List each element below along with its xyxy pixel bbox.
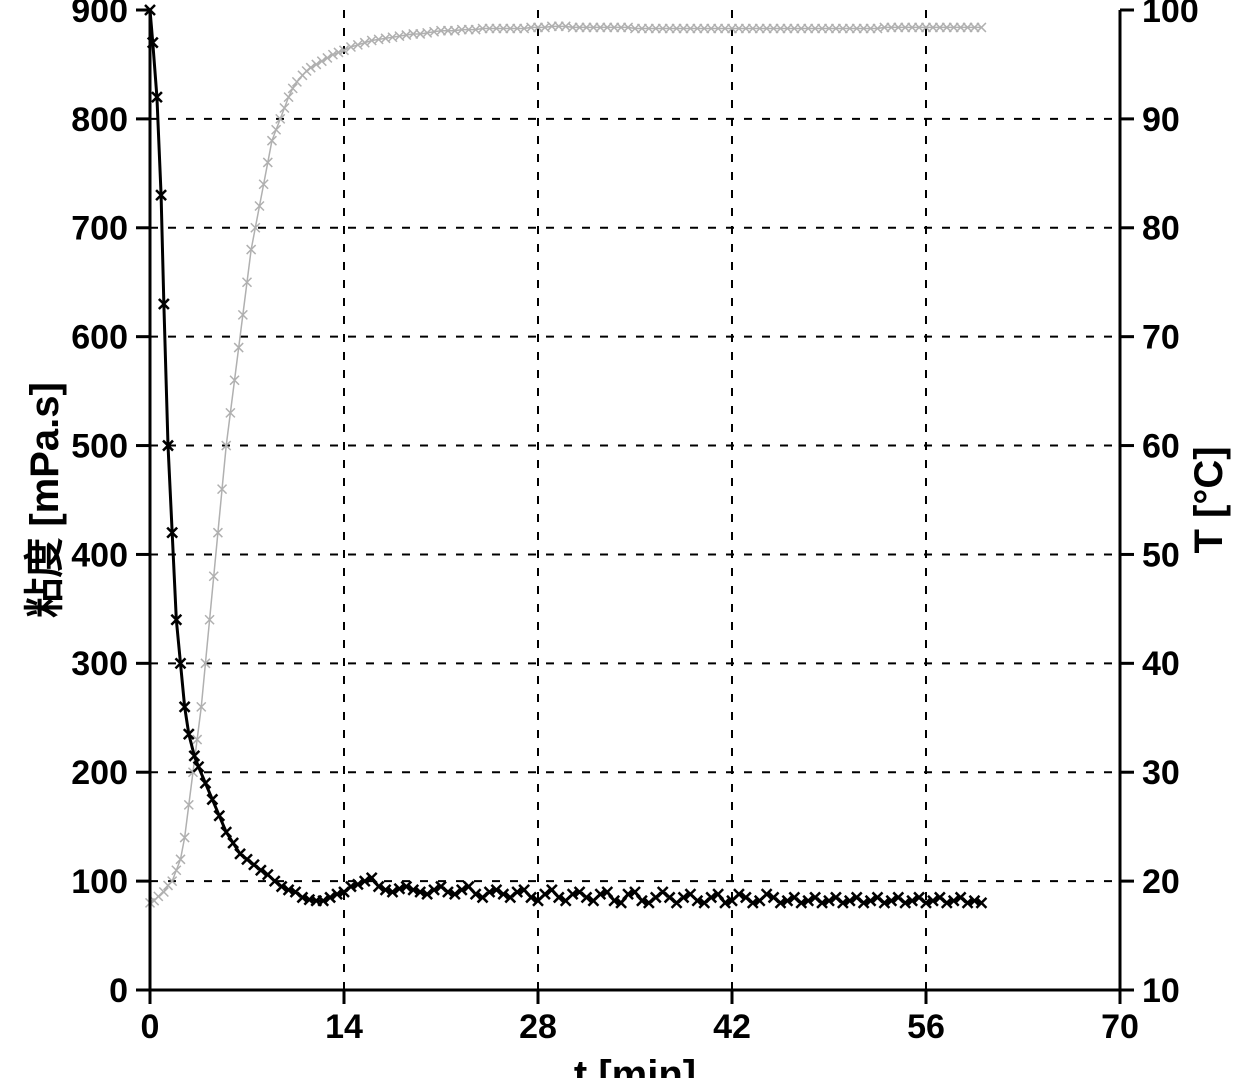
- svg-text:42: 42: [713, 1008, 751, 1046]
- dual-axis-chart: 0 14 28 42 56 70 t [min] 0 100 200 300 400 500 600 700…: [0, 0, 1240, 1078]
- svg-text:800: 800: [71, 101, 128, 139]
- svg-text:40: 40: [1142, 645, 1180, 683]
- svg-text:56: 56: [907, 1008, 945, 1046]
- svg-text:20: 20: [1142, 863, 1180, 901]
- svg-text:300: 300: [71, 645, 128, 683]
- svg-text:900: 900: [71, 0, 128, 30]
- svg-text:90: 90: [1142, 101, 1180, 139]
- y-left-axis-title: 粘度 [mPa.s]: [23, 382, 67, 618]
- svg-text:400: 400: [71, 536, 128, 574]
- svg-text:50: 50: [1142, 536, 1180, 574]
- svg-text:70: 70: [1142, 319, 1180, 357]
- svg-text:700: 700: [71, 210, 128, 248]
- x-axis-title: t [min]: [574, 1053, 696, 1078]
- svg-text:500: 500: [71, 427, 128, 465]
- svg-text:600: 600: [71, 319, 128, 357]
- svg-text:0: 0: [141, 1008, 160, 1046]
- chart-container: 0 14 28 42 56 70 t [min] 0 100 200 300 400 500 600 700…: [0, 0, 1240, 1078]
- svg-text:14: 14: [325, 1008, 363, 1046]
- svg-text:80: 80: [1142, 210, 1180, 248]
- svg-text:28: 28: [519, 1008, 557, 1046]
- svg-text:0: 0: [109, 972, 128, 1010]
- svg-text:10: 10: [1142, 972, 1180, 1010]
- svg-text:100: 100: [1142, 0, 1199, 30]
- svg-text:200: 200: [71, 754, 128, 792]
- y-right-axis-title: T [°C]: [1187, 446, 1231, 553]
- svg-text:100: 100: [71, 863, 128, 901]
- svg-text:70: 70: [1101, 1008, 1139, 1046]
- svg-text:60: 60: [1142, 427, 1180, 465]
- svg-text:30: 30: [1142, 754, 1180, 792]
